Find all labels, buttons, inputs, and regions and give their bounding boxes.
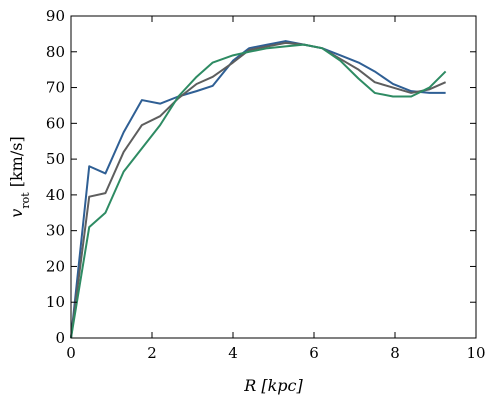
y-axis-label-text: vrot [km/s] (7, 136, 32, 217)
x-tick-label: 4 (228, 344, 238, 362)
y-tick-label: 40 (46, 186, 65, 204)
y-tick-label: 90 (46, 7, 65, 25)
series-line-1 (70, 40, 446, 339)
y-tick-label: 0 (55, 329, 65, 347)
y-axis-label: vrot [km/s] (7, 136, 32, 217)
y-tick-label: 60 (46, 114, 65, 132)
x-axis-label: R [kpc] (243, 376, 303, 395)
y-tick-label: 10 (46, 293, 65, 311)
series-line-3 (70, 43, 447, 339)
series-layer (70, 40, 447, 339)
y-tick-label: 70 (46, 79, 65, 97)
y-tick-label: 30 (46, 222, 65, 240)
y-tick-label: 80 (46, 43, 65, 61)
series-line-2 (70, 41, 447, 339)
ticks-layer: 0 2 4 6 8 10 0 10 20 30 40 50 60 70 80 90 (46, 7, 486, 362)
y-tick-label: 20 (46, 257, 65, 275)
y-tick-label: 50 (46, 150, 65, 168)
x-tick-label: 0 (66, 344, 76, 362)
x-tick-label: 6 (309, 344, 319, 362)
x-tick-label: 10 (466, 344, 485, 362)
plot-frame (70, 15, 477, 339)
x-tick-label: 2 (147, 344, 157, 362)
x-tick-label: 8 (390, 344, 400, 362)
